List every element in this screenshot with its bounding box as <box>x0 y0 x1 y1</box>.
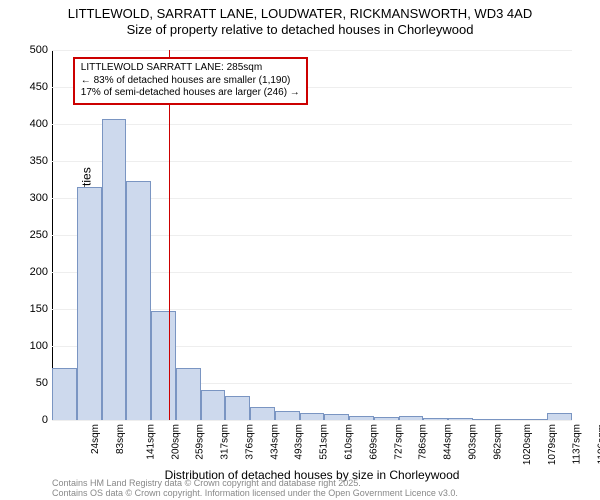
annotation-box: LITTLEWOLD SARRATT LANE: 285sqm← 83% of … <box>73 57 308 105</box>
x-tick-label: 962sqm <box>492 424 503 460</box>
y-tick-label: 0 <box>42 414 52 426</box>
chart-title-line2: Size of property relative to detached ho… <box>0 22 600 38</box>
y-tick-label: 300 <box>30 192 52 204</box>
y-tick-label: 200 <box>30 266 52 278</box>
x-tick-label: 141sqm <box>145 424 156 460</box>
histogram-chart: LITTLEWOLD, SARRATT LANE, LOUDWATER, RIC… <box>0 0 600 500</box>
x-tick-label: 434sqm <box>269 424 280 460</box>
y-tick-label: 250 <box>30 229 52 241</box>
grid-line <box>52 50 572 51</box>
x-tick-label: 83sqm <box>115 424 126 454</box>
y-tick-label: 350 <box>30 155 52 167</box>
x-tick-label: 903sqm <box>467 424 478 460</box>
x-tick-label: 669sqm <box>368 424 379 460</box>
histogram-bar <box>349 416 374 420</box>
annotation-line: 17% of semi-detached houses are larger (… <box>81 87 300 100</box>
histogram-bar <box>250 407 275 420</box>
y-tick-label: 450 <box>30 81 52 93</box>
grid-line <box>52 124 572 125</box>
y-tick-label: 400 <box>30 118 52 130</box>
x-tick-label: 200sqm <box>170 424 181 460</box>
annotation-line: ← 83% of detached houses are smaller (1,… <box>81 75 300 88</box>
histogram-bar <box>399 416 424 420</box>
histogram-bar <box>473 419 498 420</box>
grid-line <box>52 161 572 162</box>
property-marker-line <box>169 50 170 420</box>
histogram-bar <box>423 418 448 420</box>
grid-line <box>52 420 572 421</box>
footer-line1: Contains HM Land Registry data © Crown c… <box>52 478 458 488</box>
histogram-bar <box>547 413 572 420</box>
y-tick-label: 100 <box>30 340 52 352</box>
x-tick-label: 1137sqm <box>571 424 582 464</box>
histogram-bar <box>201 390 226 420</box>
x-tick-label: 259sqm <box>195 424 206 460</box>
x-tick-label: 1020sqm <box>522 424 533 465</box>
histogram-bar <box>275 411 300 420</box>
histogram-bar <box>176 368 201 420</box>
histogram-bar <box>52 368 77 420</box>
histogram-bar <box>77 187 102 420</box>
x-tick-label: 24sqm <box>90 424 101 454</box>
annotation-line: LITTLEWOLD SARRATT LANE: 285sqm <box>81 62 300 75</box>
histogram-bar <box>225 396 250 420</box>
x-tick-label: 376sqm <box>245 424 256 460</box>
histogram-bar <box>324 414 349 420</box>
footer-line2: Contains OS data © Crown copyright. Info… <box>52 488 458 498</box>
histogram-bar <box>448 418 473 420</box>
histogram-bar <box>126 181 151 420</box>
y-tick-label: 150 <box>30 303 52 315</box>
x-tick-label: 727sqm <box>393 424 404 460</box>
y-tick-label: 500 <box>30 44 52 56</box>
histogram-bar <box>300 413 325 420</box>
histogram-bar <box>102 119 127 420</box>
x-tick-label: 786sqm <box>418 424 429 460</box>
x-tick-label: 610sqm <box>344 424 355 460</box>
plot-area: 05010015020025030035040045050024sqm83sqm… <box>52 50 572 420</box>
histogram-bar <box>522 419 547 420</box>
y-tick-label: 50 <box>36 377 52 389</box>
x-tick-label: 493sqm <box>294 424 305 460</box>
x-tick-label: 844sqm <box>443 424 454 460</box>
x-tick-label: 1079sqm <box>547 424 558 465</box>
footer-text: Contains HM Land Registry data © Crown c… <box>52 478 458 498</box>
histogram-bar <box>498 419 523 420</box>
x-tick-label: 317sqm <box>220 424 231 460</box>
chart-title-line1: LITTLEWOLD, SARRATT LANE, LOUDWATER, RIC… <box>0 0 600 22</box>
histogram-bar <box>151 311 176 420</box>
histogram-bar <box>374 417 399 420</box>
x-tick-label: 551sqm <box>319 424 330 460</box>
x-tick-label: 1196sqm <box>596 424 600 464</box>
